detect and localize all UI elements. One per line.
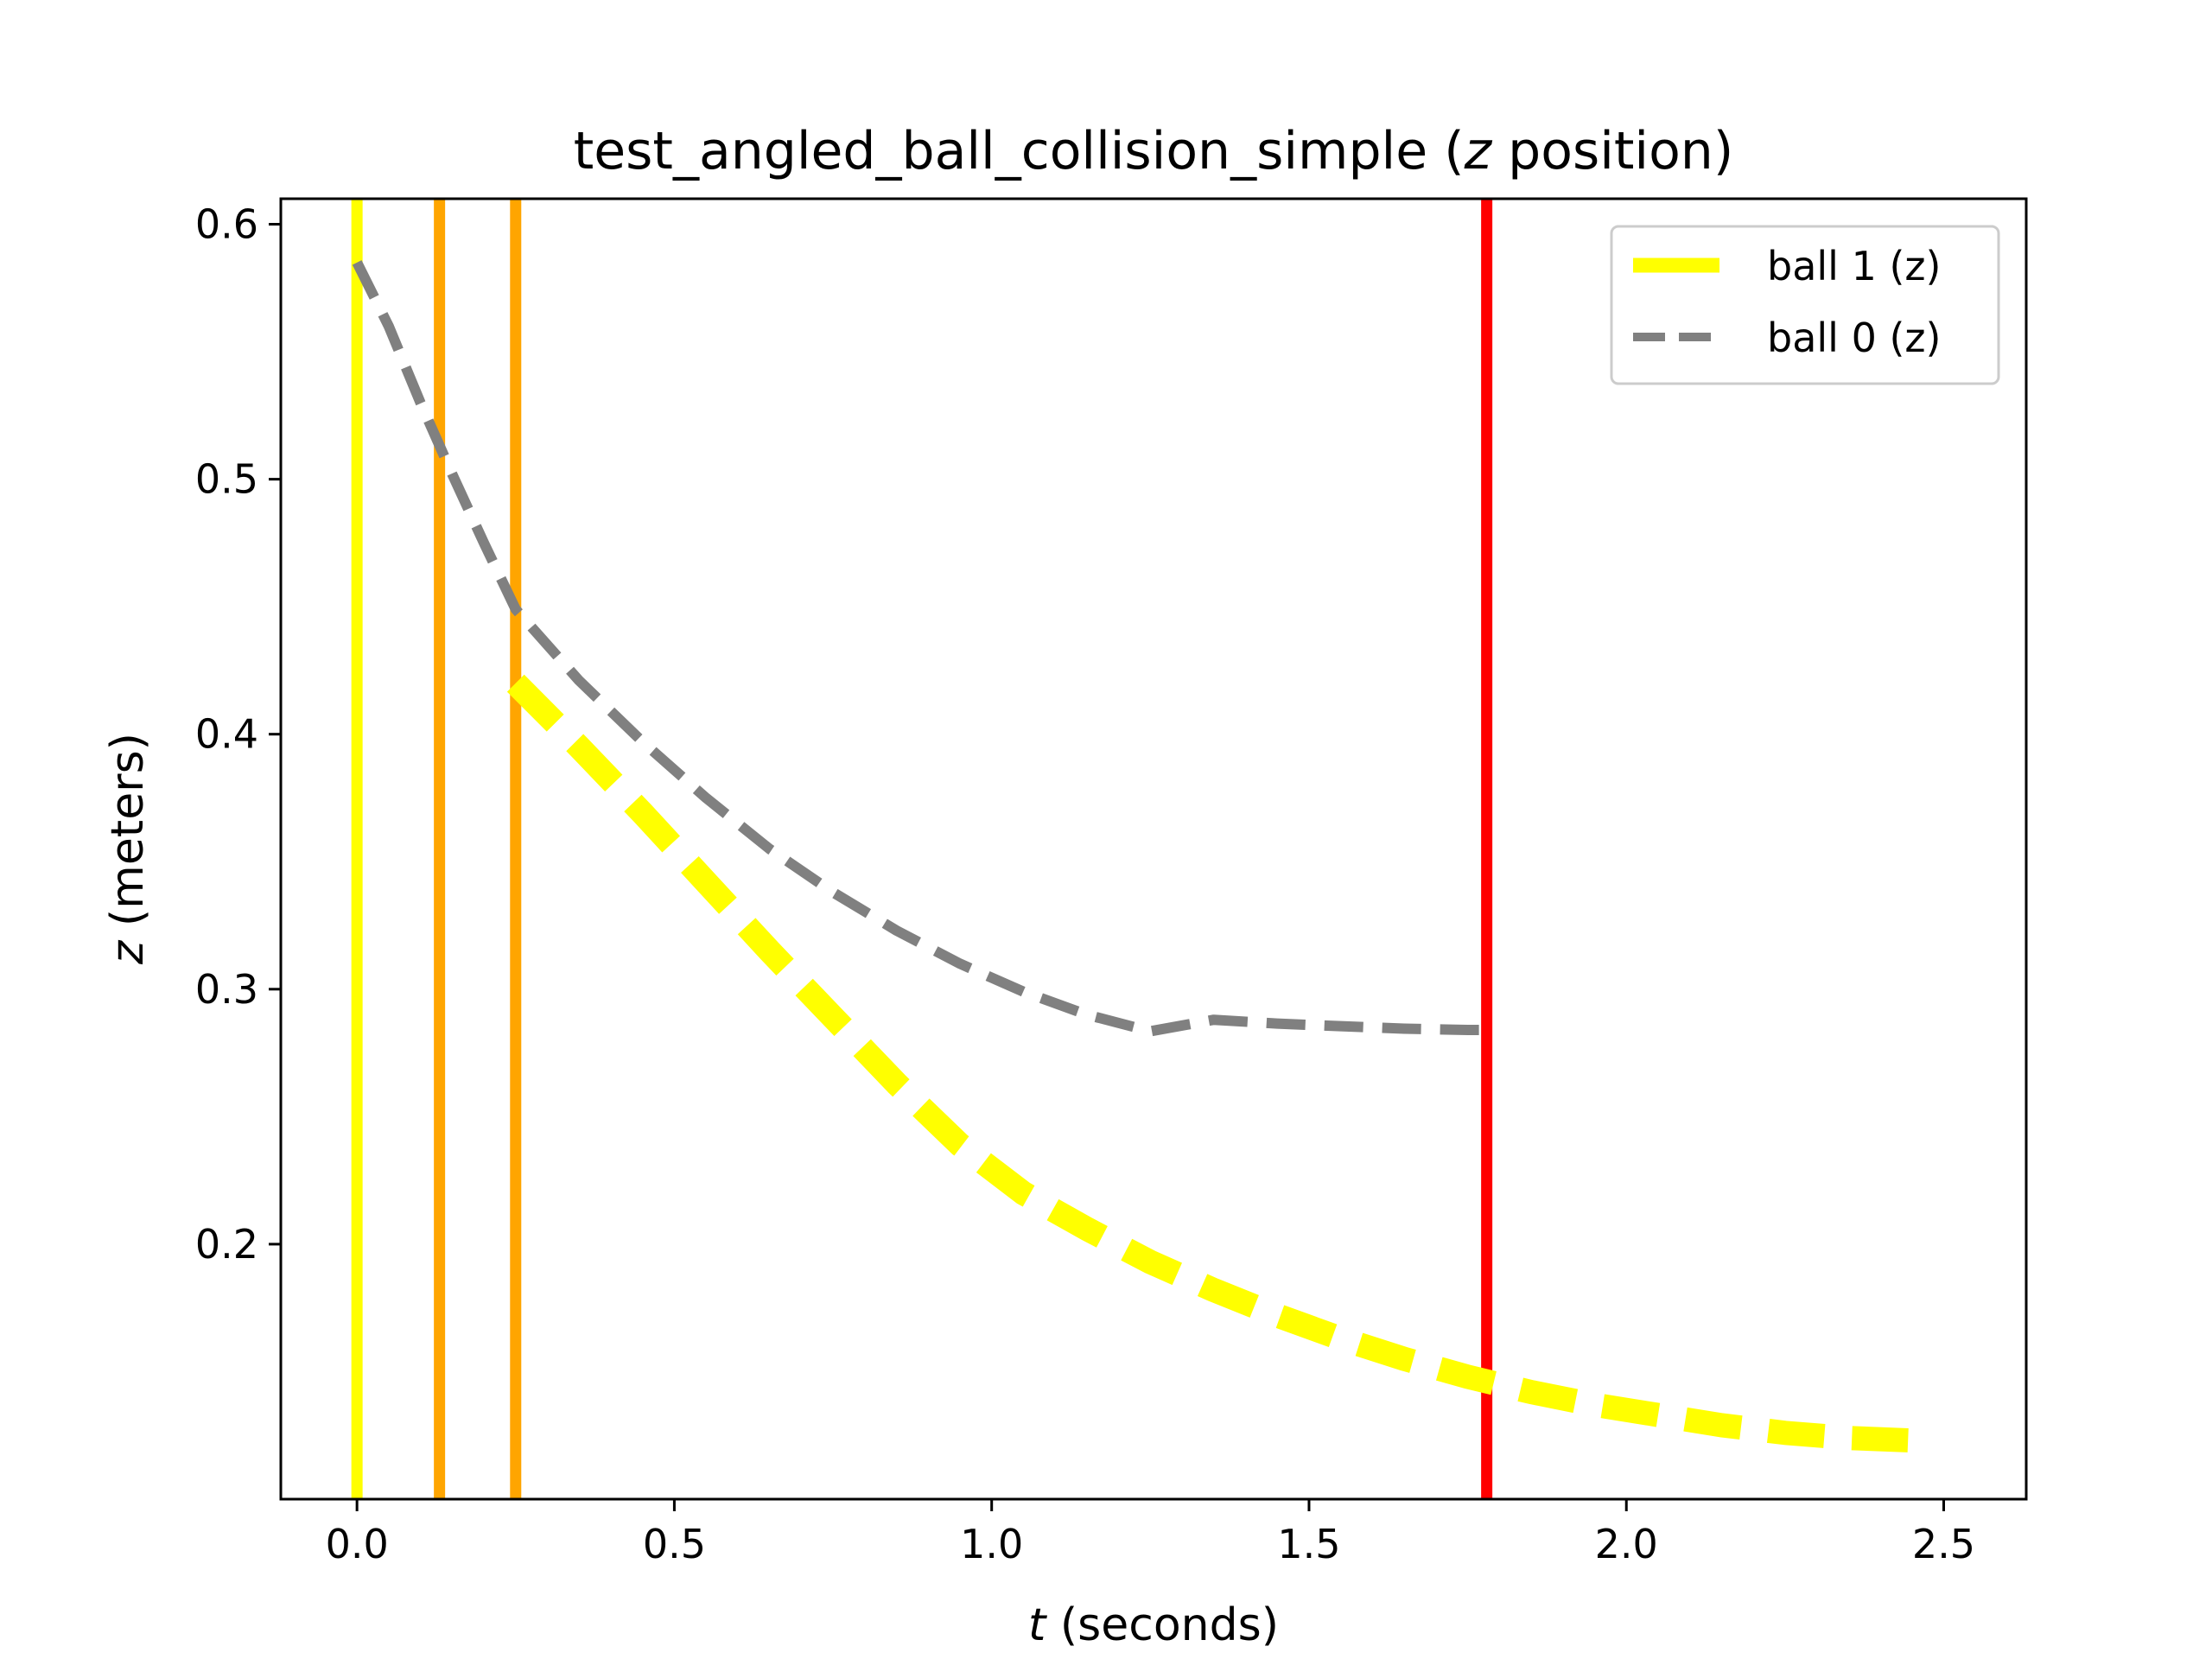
x-tick-label: 0.0	[326, 1521, 389, 1567]
axes-frame	[279, 197, 2028, 1501]
legend: ball 1 (z) ball 0 (z)	[1610, 225, 2000, 385]
y-tick-label: 0.6	[195, 201, 258, 248]
y-tick-label: 0.4	[195, 711, 258, 758]
series-line-ball-0-z	[352, 260, 1487, 1037]
y-tick-label: 0.5	[195, 456, 258, 503]
x-tick-label: 1.0	[960, 1521, 1023, 1567]
x-axis-ticks: 0.0 0.5 1.0 1.5 2.0 2.5	[326, 1499, 1975, 1567]
y-axis-label: z (meters)	[102, 733, 154, 965]
x-tick-label: 2.0	[1595, 1521, 1658, 1567]
x-tick-label: 2.5	[1912, 1521, 1975, 1567]
chart-title: test_angled_ball_collision_simple (z pos…	[574, 121, 1734, 181]
legend-label-ball-0: ball 0 (z)	[1767, 315, 1942, 361]
x-tick-label: 1.5	[1277, 1521, 1340, 1567]
x-axis-label: t (seconds)	[1028, 1599, 1279, 1651]
legend-label-ball-1: ball 1 (z)	[1767, 243, 1942, 289]
series-lines	[352, 260, 1913, 1453]
y-tick-label: 0.2	[195, 1221, 258, 1268]
y-axis-ticks: 0.2 0.3 0.4 0.5 0.6	[195, 201, 281, 1268]
event-lines	[351, 199, 1493, 1499]
x-tick-label: 0.5	[643, 1521, 706, 1567]
y-tick-label: 0.3	[195, 966, 258, 1013]
series-line-ball-1-z	[506, 674, 1913, 1453]
